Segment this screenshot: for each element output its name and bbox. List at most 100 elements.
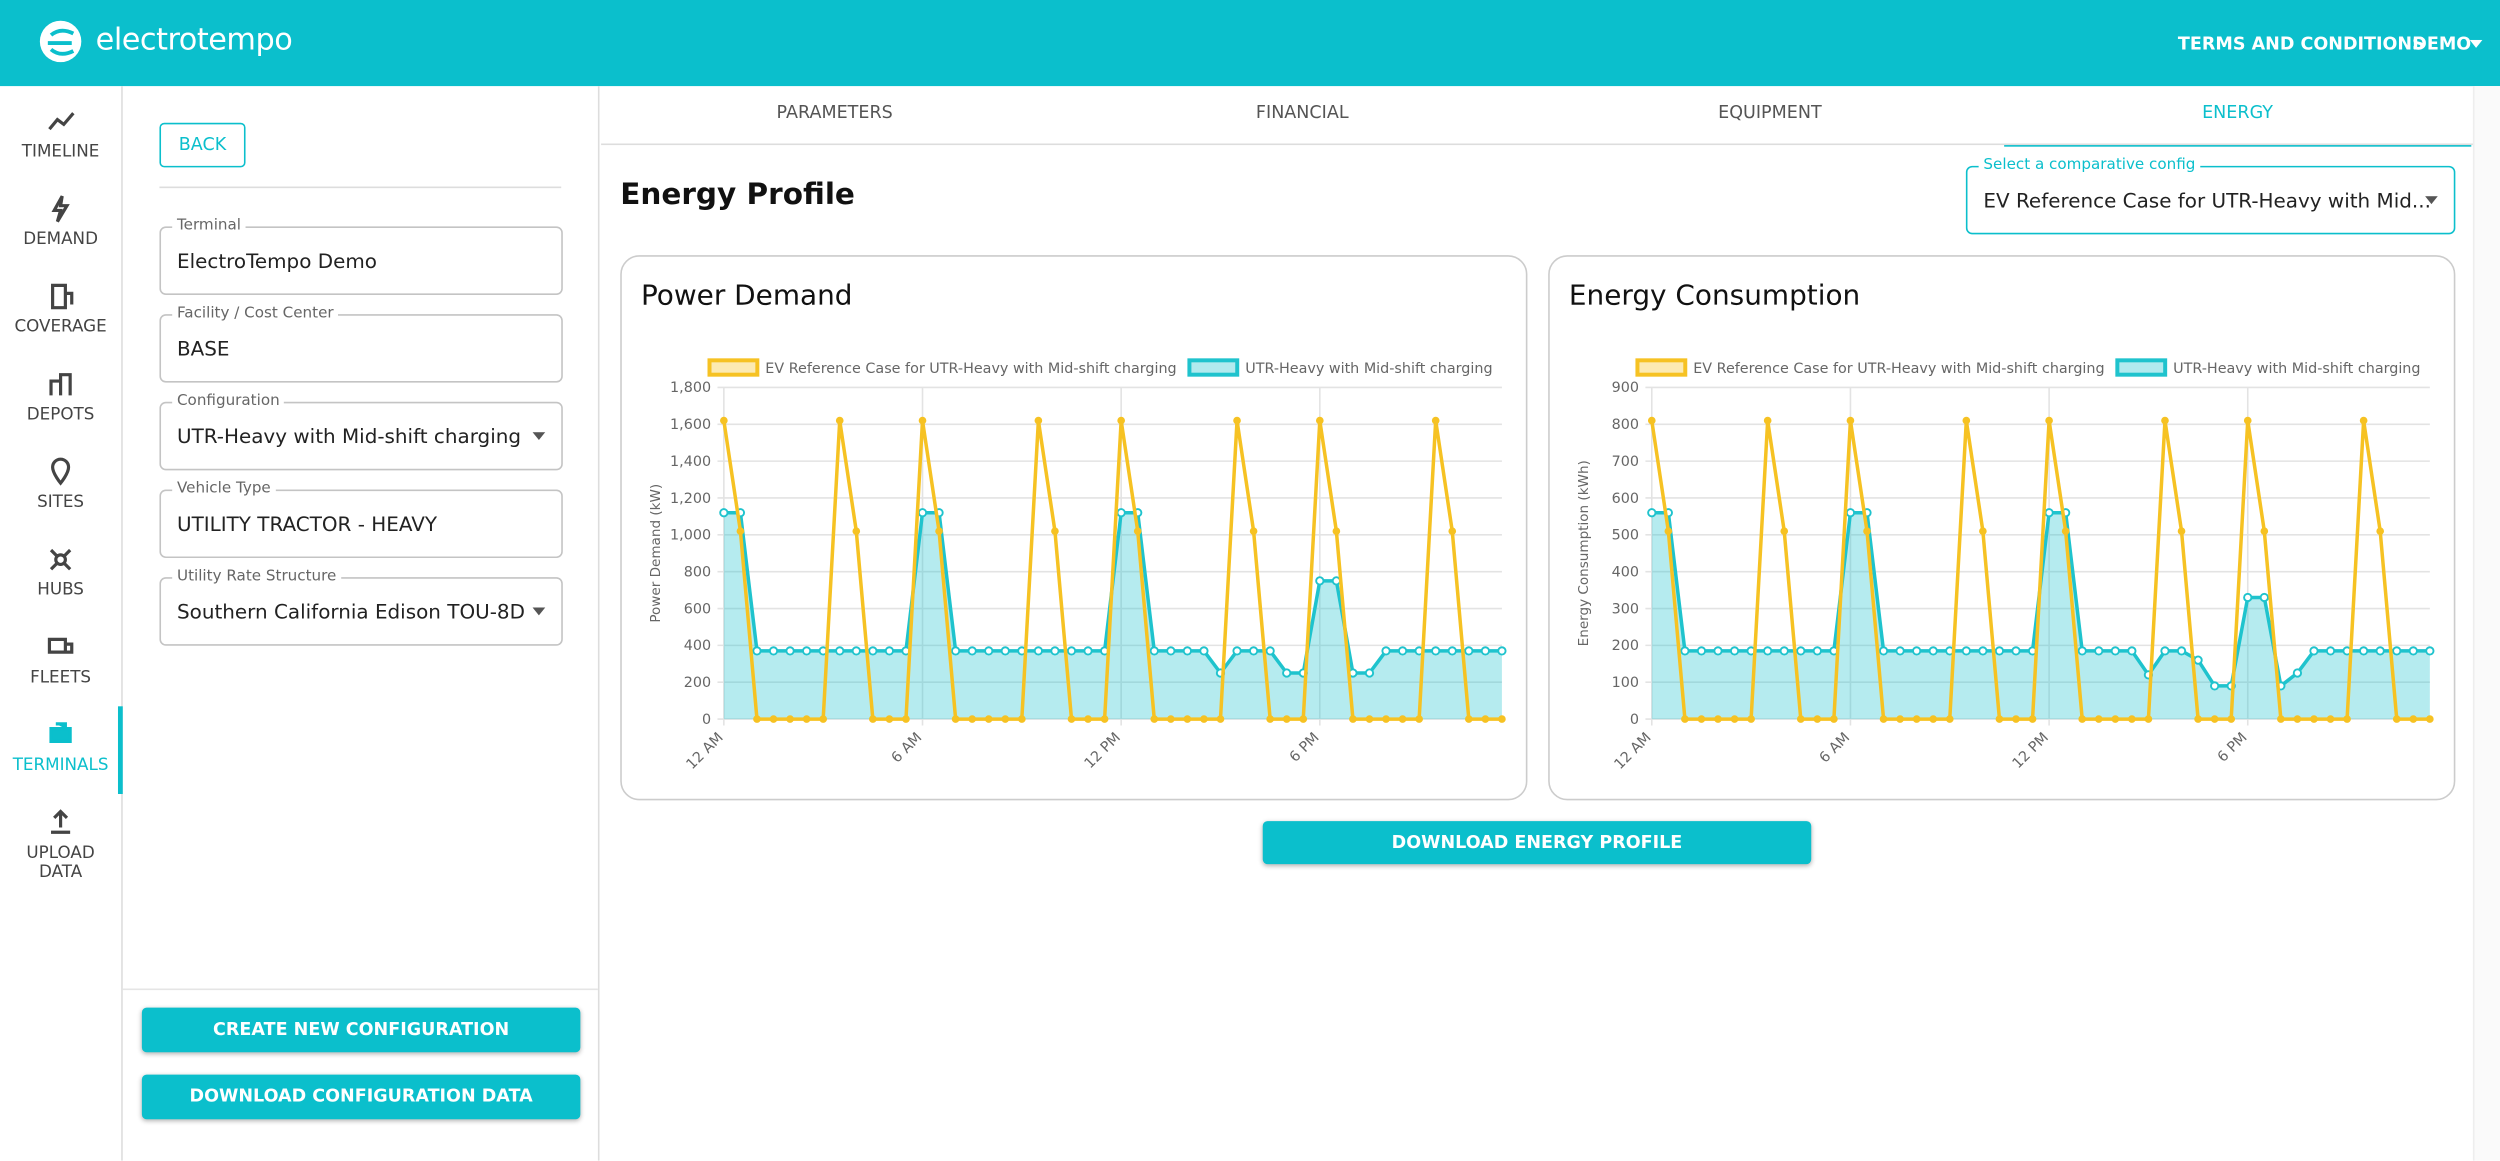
point — [769, 715, 778, 723]
point — [2177, 527, 2186, 535]
point — [2227, 715, 2236, 723]
point — [935, 527, 943, 535]
x-tick-label: 12 AM — [1612, 730, 1655, 773]
nav-item[interactable]: HUBS — [0, 531, 121, 619]
point — [1895, 646, 1905, 656]
point — [1182, 646, 1193, 656]
panel-button[interactable]: CREATE NEW CONFIGURATION — [141, 1007, 581, 1053]
nav-icon — [51, 195, 70, 223]
tab[interactable]: PARAMETERS — [776, 102, 893, 123]
point — [1813, 715, 1822, 723]
point — [1979, 527, 1987, 535]
point — [1912, 646, 1922, 656]
point — [2194, 715, 2202, 723]
nav-item[interactable]: FLEETS — [0, 619, 121, 707]
point — [1066, 646, 1077, 656]
point — [2094, 715, 2103, 723]
point — [2094, 646, 2104, 656]
select-arrow — [2425, 196, 2438, 205]
point — [852, 527, 861, 535]
point — [1067, 715, 1076, 723]
point — [2111, 715, 2120, 723]
download-button[interactable]: DOWNLOAD ENERGY PROFILE — [1262, 821, 1812, 865]
tab[interactable]: FINANCIAL — [1255, 102, 1349, 123]
field-value: Southern California Edison TOU-8D — [176, 599, 525, 624]
nav-item[interactable]: COVERAGE — [0, 268, 121, 356]
point — [1896, 715, 1904, 723]
user-menu[interactable]: DEMO — [2412, 33, 2472, 55]
panel-button[interactable]: DOWNLOAD CONFIGURATION DATA — [141, 1074, 581, 1120]
y-tick-label: 400 — [1612, 564, 1639, 580]
select-arrow — [532, 607, 546, 616]
nav-label: DEPOTS — [26, 404, 95, 425]
point — [1945, 715, 1954, 723]
point — [1763, 416, 1772, 425]
point — [1729, 646, 1740, 656]
point — [2243, 416, 2252, 425]
nav-item[interactable]: SITES — [0, 443, 121, 531]
point — [835, 646, 845, 656]
point — [1381, 646, 1391, 656]
y-tick-label: 1,000 — [670, 528, 711, 544]
nav-item[interactable]: TERMINALS — [0, 706, 123, 795]
point — [2028, 715, 2037, 723]
form-field[interactable]: Terminal ElectroTempo Demo — [159, 216, 563, 295]
icon-shape — [49, 548, 72, 571]
terms-link[interactable]: TERMS AND CONDITIONS — [2177, 33, 2425, 55]
point — [950, 646, 961, 656]
point — [2309, 646, 2319, 656]
y-tick-label: 100 — [1612, 675, 1639, 691]
point — [2077, 646, 2087, 656]
point — [2392, 715, 2401, 723]
point — [1747, 715, 1755, 723]
x-tick-label: 12 PM — [2010, 730, 2052, 772]
point — [868, 646, 878, 656]
field-value: ElectroTempo Demo — [176, 248, 377, 273]
nav-item[interactable]: UPLOAD DATA — [0, 794, 121, 882]
point — [1780, 527, 1789, 535]
chart-card: Energy Consumption 0 100 200 300 400 500 600 70… — [1548, 255, 2456, 801]
y-tick-label: 400 — [684, 638, 711, 654]
point — [2044, 508, 2054, 518]
point — [1464, 646, 1474, 656]
point — [1879, 715, 1888, 723]
point — [1845, 508, 1856, 518]
point — [1249, 527, 1258, 535]
point — [2045, 416, 2053, 425]
tab[interactable]: ENERGY — [2003, 86, 2472, 147]
point — [1830, 715, 1838, 723]
nav-label: HUBS — [37, 580, 84, 600]
compare-select[interactable]: Select a comparative config EV Reference… — [1965, 156, 2456, 235]
nav-item[interactable]: DEPOTS — [0, 356, 121, 444]
icon-shape — [48, 112, 75, 131]
back-button[interactable]: BACK — [159, 122, 246, 168]
point — [1299, 715, 1308, 723]
point — [1846, 416, 1855, 425]
form-field[interactable]: Configuration UTR-Heavy with Mid-shift ch… — [159, 392, 563, 471]
form-field[interactable]: Utility Rate Structure Southern Californi… — [159, 567, 563, 646]
nav-item[interactable]: DEMAND — [0, 180, 121, 268]
chart-title: Energy Consumption — [1568, 280, 1861, 313]
form-field[interactable]: Facility / Cost Center BASE — [159, 304, 563, 383]
point — [869, 715, 877, 723]
point — [2160, 646, 2170, 656]
point — [2210, 715, 2219, 723]
select-label: Select a comparative config — [1978, 156, 2201, 174]
chart: 0 200 400 600 800 1,000 1,200 1,400 1,600 1,800 12… — [648, 358, 1507, 773]
select-arrow — [532, 432, 546, 441]
scrollbar — [2472, 86, 2500, 1161]
point — [2193, 655, 2203, 665]
point — [2127, 646, 2137, 656]
point — [1232, 646, 1242, 656]
point — [1464, 715, 1473, 723]
point — [2078, 715, 2087, 723]
nav-item[interactable]: TIMELINE — [0, 92, 121, 180]
form-field[interactable]: Vehicle Type UTILITY TRACTOR - HEAVY — [159, 479, 563, 559]
tab[interactable]: EQUIPMENT — [1718, 102, 1822, 123]
nav-icon — [51, 283, 74, 310]
point — [1000, 646, 1010, 656]
point — [2359, 646, 2369, 656]
point — [1332, 527, 1341, 535]
point — [884, 646, 895, 656]
page-title: Energy Profile — [620, 178, 855, 213]
